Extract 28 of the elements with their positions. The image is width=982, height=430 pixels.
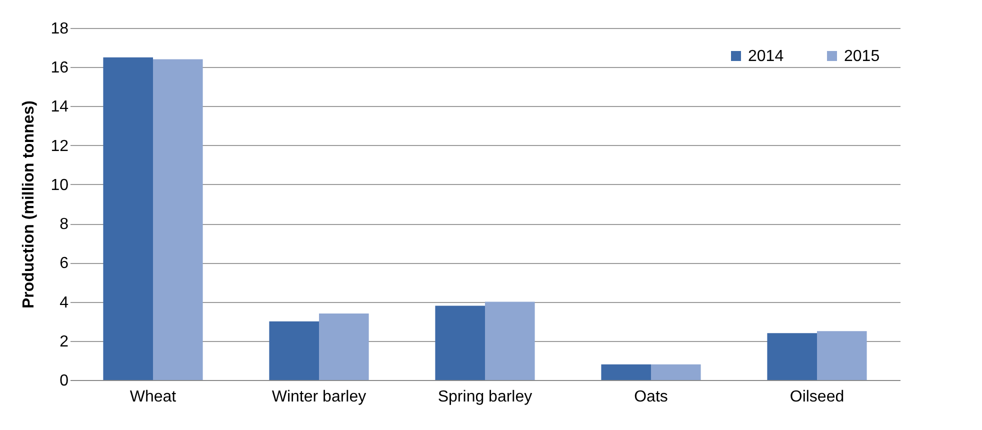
x-tick-label: Winter barley bbox=[272, 388, 366, 406]
y-tick-label: 4 bbox=[60, 294, 69, 312]
y-tick-label: 0 bbox=[60, 372, 69, 390]
y-tick-label: 6 bbox=[60, 255, 69, 272]
y-tick-label: 12 bbox=[50, 138, 69, 155]
bar bbox=[103, 57, 153, 380]
bar bbox=[153, 59, 203, 380]
legend-label: 2015 bbox=[844, 48, 880, 65]
x-tick-label: Oats bbox=[634, 388, 668, 406]
bar bbox=[651, 364, 701, 380]
y-tick-label: 8 bbox=[60, 216, 69, 234]
bar bbox=[767, 333, 817, 380]
y-tick-label: 10 bbox=[50, 176, 69, 194]
y-axis-title: Production (million tonnes) bbox=[20, 100, 38, 308]
y-tick-label: 18 bbox=[50, 20, 69, 38]
x-tick-label: Oilseed bbox=[790, 388, 844, 406]
y-tick-label: 14 bbox=[50, 98, 69, 116]
bar bbox=[269, 321, 319, 380]
bar bbox=[435, 306, 485, 380]
x-tick-label: Spring barley bbox=[438, 388, 532, 406]
y-tick-label: 2 bbox=[60, 333, 69, 350]
bar bbox=[319, 314, 369, 380]
x-tick-label: Wheat bbox=[130, 388, 177, 406]
y-tick-label: 16 bbox=[50, 60, 69, 77]
bar bbox=[601, 364, 651, 380]
bar bbox=[817, 331, 867, 380]
legend-label: 2014 bbox=[748, 48, 784, 65]
bar bbox=[485, 302, 535, 380]
